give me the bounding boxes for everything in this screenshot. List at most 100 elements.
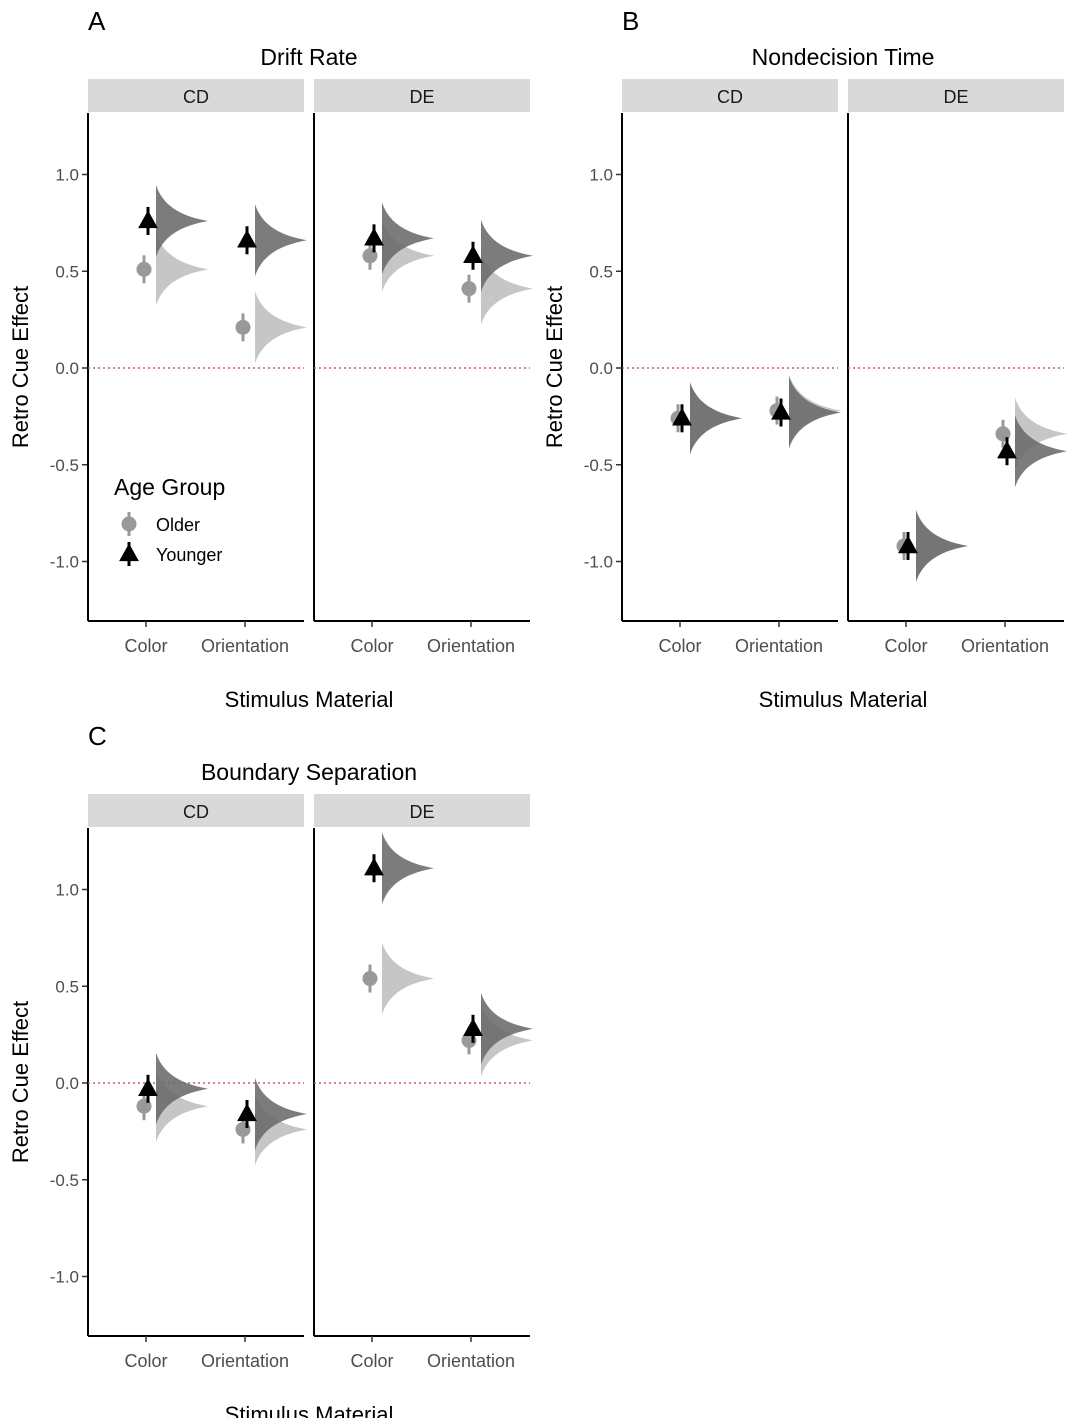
panel-title: Drift Rate	[260, 44, 357, 70]
density-younger	[1015, 415, 1067, 488]
point-younger	[364, 857, 384, 876]
facet-de: DE Color Orientation	[313, 79, 533, 656]
y-tick-label: 0.0	[589, 359, 613, 378]
facet-strip-label: CD	[183, 87, 209, 107]
x-axis-label: Stimulus Material	[225, 687, 394, 712]
x-tick-label: Orientation	[735, 636, 823, 656]
legend-older-label: Older	[156, 515, 200, 535]
density-younger	[382, 832, 434, 905]
y-tick-label: -0.5	[50, 1171, 79, 1190]
density-older	[156, 233, 208, 306]
panel-tag: B	[622, 6, 639, 36]
facet-strip	[622, 79, 838, 112]
density-group	[255, 1077, 307, 1166]
density-group	[789, 374, 841, 449]
panel-title: Boundary Separation	[201, 759, 417, 785]
facet-strip-label: DE	[943, 87, 968, 107]
facet-strip-label: CD	[183, 802, 209, 822]
y-tick-label: -1.0	[50, 553, 79, 572]
density-younger	[382, 202, 434, 275]
facet-strip-label: CD	[717, 87, 743, 107]
density-group	[382, 202, 434, 292]
point-younger	[672, 407, 692, 426]
point-older	[362, 971, 378, 987]
density-group	[916, 510, 968, 583]
y-tick-label: 0.5	[55, 262, 79, 281]
density-younger	[916, 510, 968, 583]
y-tick-label: 0.5	[589, 262, 613, 281]
density-group	[382, 832, 434, 1015]
density-older	[481, 252, 533, 325]
density-younger	[481, 219, 533, 292]
density-group	[1015, 397, 1067, 488]
density-younger	[255, 1077, 307, 1150]
point-younger	[237, 1103, 257, 1122]
point-younger	[364, 227, 384, 246]
y-tick-label: 1.0	[589, 166, 613, 185]
facet-cd: CD Color Orientation	[87, 794, 307, 1371]
density-older	[255, 1093, 307, 1166]
y-tick-label: 0.0	[55, 359, 79, 378]
y-tick-label: 0.0	[55, 1074, 79, 1093]
facet-de: DE Color Orientation	[313, 794, 533, 1371]
point-younger	[138, 1078, 158, 1096]
y-tick-label: -0.5	[50, 456, 79, 475]
x-axis-label: Stimulus Material	[759, 687, 928, 712]
point-older	[461, 281, 477, 297]
density-older	[382, 219, 434, 292]
point-older	[235, 319, 251, 335]
chart-panel-c: C Boundary Separation Retro Cue Effect Stim…	[8, 721, 533, 1418]
density-group	[481, 992, 533, 1077]
x-tick-label: Color	[124, 636, 167, 656]
x-tick-label: Orientation	[427, 1351, 515, 1371]
density-older	[1015, 397, 1067, 470]
facet-cd: CD Color Orientation	[87, 79, 307, 656]
panel-tag: C	[88, 721, 107, 751]
x-tick-label: Color	[124, 1351, 167, 1371]
point-younger	[463, 1018, 483, 1037]
density-group	[481, 219, 533, 325]
density-group	[156, 1052, 208, 1143]
facet-cd: CD Color Orientation	[621, 79, 841, 656]
panel-tag: A	[88, 6, 106, 36]
point-younger	[771, 401, 791, 420]
facet-strip	[848, 79, 1064, 112]
point-older	[136, 261, 152, 277]
x-tick-label: Orientation	[201, 636, 289, 656]
y-tick-label: 1.0	[55, 166, 79, 185]
y-tick-label: -0.5	[584, 456, 613, 475]
facet-strip	[88, 79, 304, 112]
point-younger	[997, 440, 1017, 459]
density-older	[481, 1004, 533, 1077]
density-younger	[156, 1052, 208, 1125]
density-younger	[255, 204, 307, 277]
chart-panel-a: A Drift Rate Retro Cue Effect Stimulus Mate…	[8, 6, 533, 712]
x-tick-label: Orientation	[961, 636, 1049, 656]
y-tick-label: 0.5	[55, 977, 79, 996]
density-older	[156, 1070, 208, 1143]
facet-strip	[88, 794, 304, 827]
density-younger	[690, 382, 742, 455]
y-axis-label: Retro Cue Effect	[542, 286, 567, 448]
facet-strip	[314, 794, 530, 827]
point-younger	[138, 210, 158, 229]
density-older	[255, 291, 307, 364]
density-group	[255, 204, 307, 364]
legend-younger-label: Younger	[156, 545, 222, 565]
facet-de: DE Color Orientation	[847, 79, 1067, 656]
y-axis-label: Retro Cue Effect	[8, 286, 33, 448]
y-tick-label: -1.0	[50, 1268, 79, 1287]
density-group	[156, 184, 208, 306]
facet-strip-label: DE	[409, 87, 434, 107]
density-group	[690, 382, 742, 455]
density-older	[382, 942, 434, 1015]
x-tick-label: Orientation	[427, 636, 515, 656]
x-tick-label: Color	[350, 1351, 393, 1371]
y-axis-label: Retro Cue Effect	[8, 1001, 33, 1163]
x-axis-label: Stimulus Material	[225, 1402, 394, 1418]
x-tick-label: Color	[658, 636, 701, 656]
facet-strip	[314, 79, 530, 112]
x-tick-label: Orientation	[201, 1351, 289, 1371]
x-tick-label: Color	[350, 636, 393, 656]
